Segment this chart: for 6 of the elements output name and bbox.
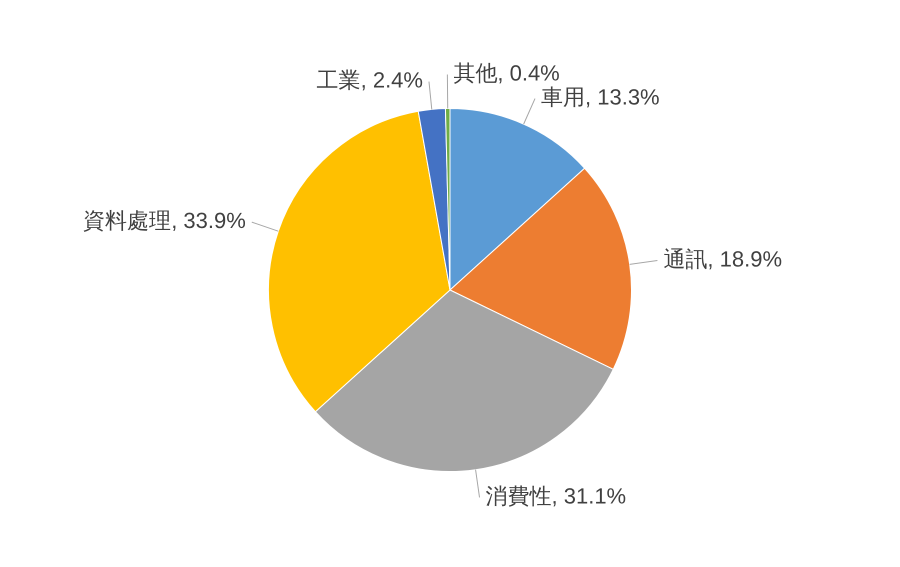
slice-label: 其他, 0.4%: [453, 60, 560, 86]
slice-label: 工業, 2.4%: [316, 68, 423, 93]
slice-label: 通訊, 18.9%: [663, 246, 782, 272]
slice-label: 資料處理, 33.9%: [83, 208, 246, 234]
slice-label: 車用, 13.3%: [541, 84, 660, 110]
slice-label: 消費性, 31.1%: [486, 483, 626, 508]
